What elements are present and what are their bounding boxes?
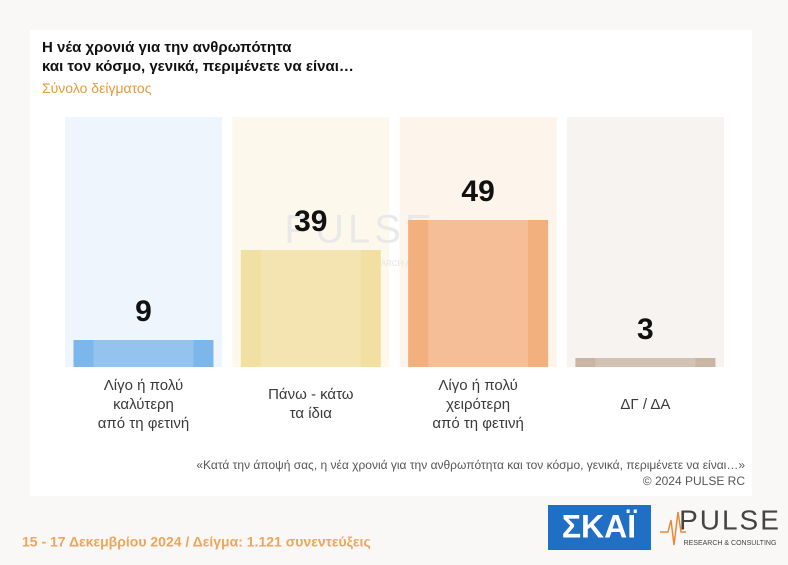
bar (73, 340, 214, 367)
bar (408, 220, 549, 367)
value-label: 49 (461, 175, 494, 208)
copyright: © 2024 PULSE RC (643, 474, 746, 488)
skai-logo (548, 505, 651, 550)
category-label: ΔΓ / ΔΑ (620, 395, 671, 413)
category-label: Λίγο ή πολύ καλύτερη από τη φετινή (97, 376, 190, 432)
bar (575, 358, 716, 367)
bar-shine (260, 250, 361, 367)
column-background (566, 117, 724, 367)
bar-shine (93, 340, 194, 367)
column-background (65, 117, 222, 367)
pulse-logo-tagline: RESEARCH & CONSULTING (684, 540, 777, 547)
bar (240, 250, 381, 367)
bar-shine (595, 358, 696, 367)
pulse-logo-text: PULSE (679, 504, 781, 535)
question: «Κατά την άποψή σας, η νέα χρονιά για τη… (196, 458, 745, 472)
watermark: PULSE (284, 208, 435, 252)
skai-logo-text: ΣΚΑΪ (562, 508, 637, 544)
bar-shine (428, 220, 529, 367)
category-label: Λίγο ή πολύ χειρότερη από τη φετινή (432, 376, 524, 432)
footer: 15 - 17 Δεκεμβρίου 2024 / Δείγμα: 1.121 … (22, 534, 371, 550)
value-label: 9 (135, 295, 152, 328)
value-label: 3 (637, 313, 654, 346)
pulse-logo-line (660, 511, 686, 546)
chart-subtitle: Σύνολο δείγματος (42, 80, 152, 96)
value-label: 39 (294, 205, 327, 238)
chart-title: Η νέα χρονιά για την ανθρωπότητα και τον… (42, 39, 354, 75)
category-label: Πάνω - κάτω τα ίδια (268, 386, 354, 422)
